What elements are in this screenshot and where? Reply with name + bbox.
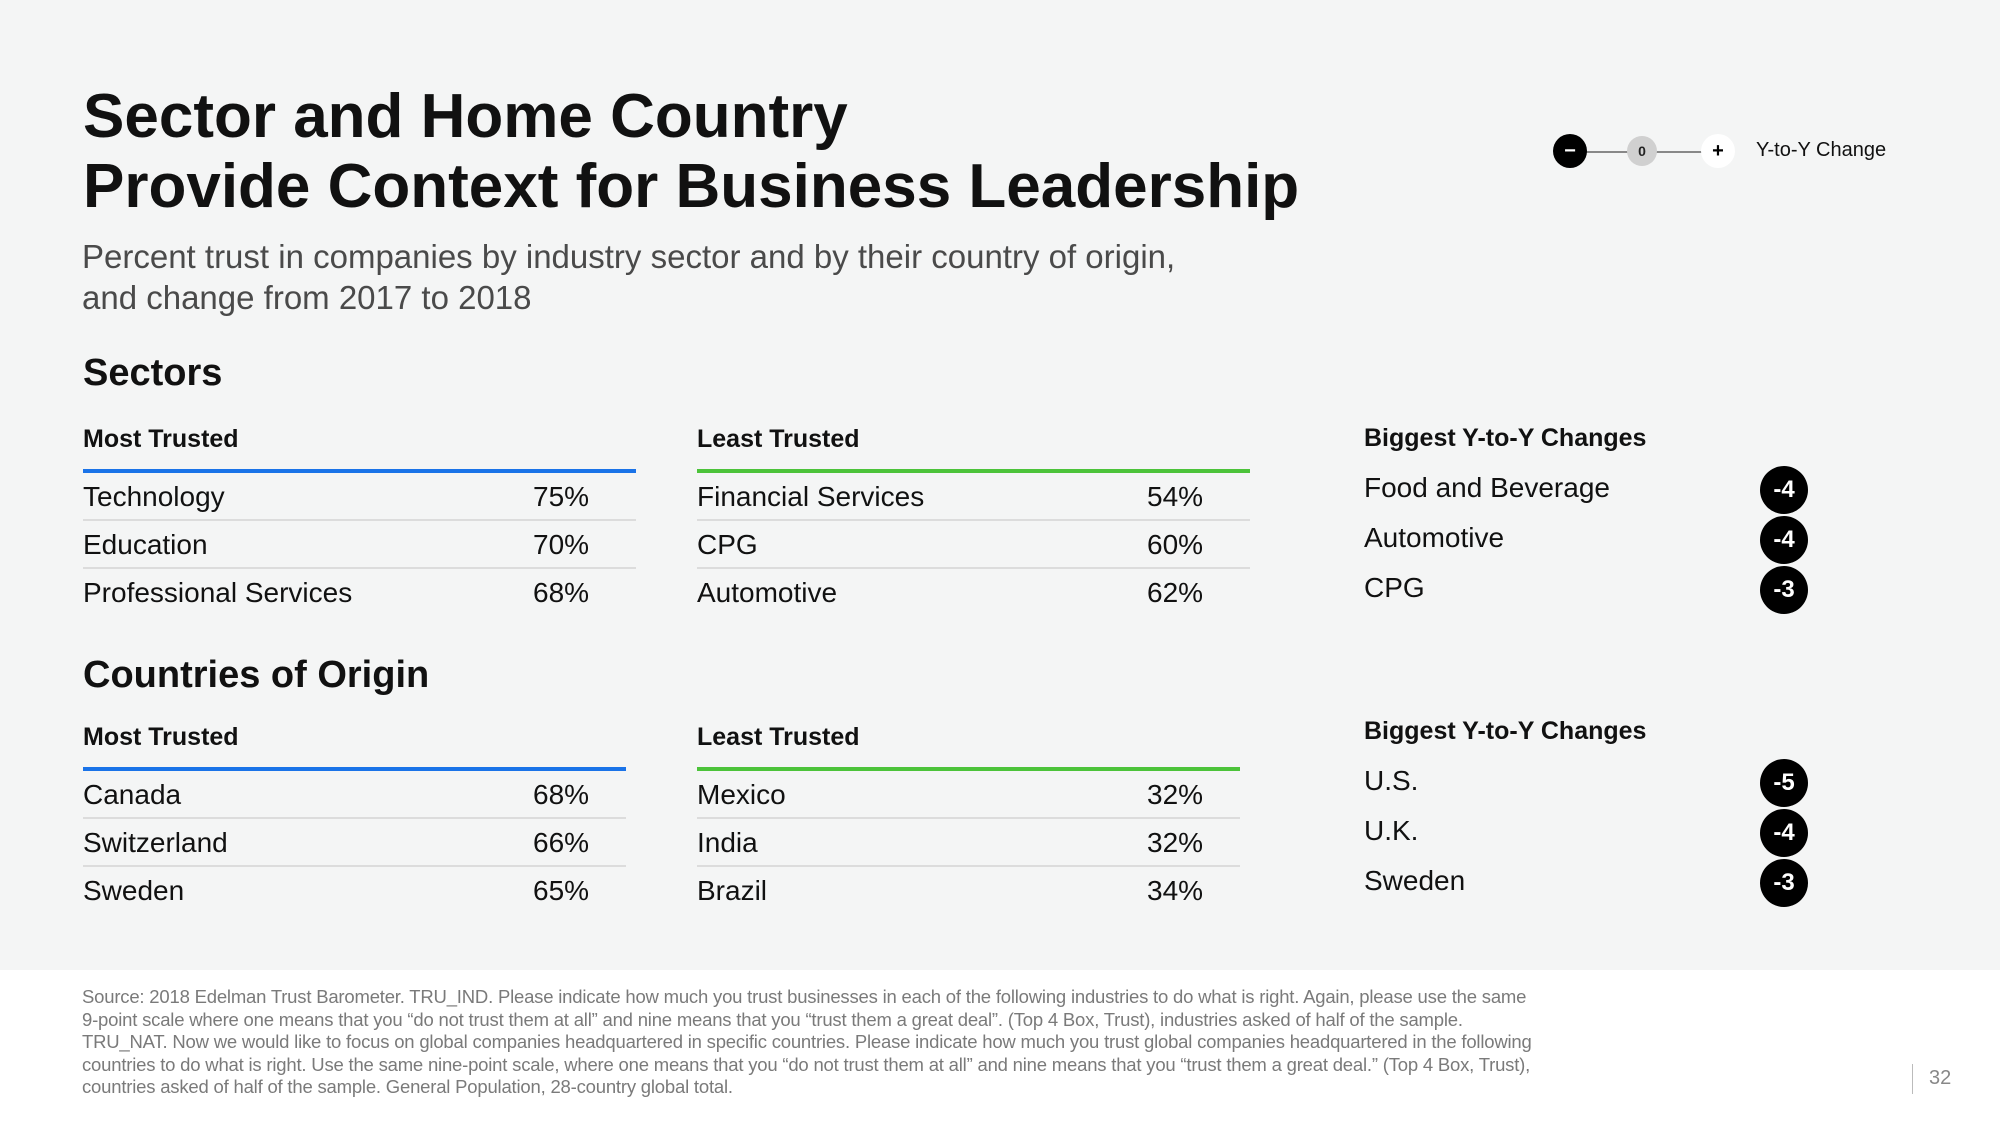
row-name: Education xyxy=(83,529,208,560)
row-value: 66% xyxy=(533,827,590,858)
countries-most-trusted-header: Most Trusted xyxy=(83,723,239,751)
change-badge: -4 xyxy=(1760,466,1808,514)
page-title: Sector and Home Country Provide Context … xyxy=(83,82,1299,222)
countries-least-trusted-header: Least Trusted xyxy=(697,723,860,751)
row-value: 68% xyxy=(533,779,590,810)
legend-label: Y-to-Y Change xyxy=(1756,139,1887,161)
page-number: 32 xyxy=(1929,1067,1952,1089)
change-badge: -5 xyxy=(1760,759,1808,807)
row-value: 60% xyxy=(1147,529,1204,560)
countries-most-trusted-table: Most Trusted Canada 68% Switzerland 66% … xyxy=(83,719,626,913)
change-badge: -4 xyxy=(1760,516,1808,564)
legend-line-right xyxy=(1653,151,1705,153)
change-badge: -3 xyxy=(1760,566,1808,614)
sectors-changes-header: Biggest Y-to-Y Changes xyxy=(1364,424,1647,452)
sectors-most-trusted-header: Most Trusted xyxy=(83,425,239,453)
row-value: 32% xyxy=(1147,827,1204,858)
list-item: CPG -3 xyxy=(1364,566,1824,616)
legend-line-left xyxy=(1583,151,1631,153)
sectors-least-trusted-table: Least Trusted Financial Services 54% CPG… xyxy=(697,421,1250,615)
row-name: Switzerland xyxy=(83,827,228,858)
list-item: Automotive -4 xyxy=(1364,516,1824,566)
table-row: Education 70% xyxy=(83,521,636,569)
most-trusted-accent-bar xyxy=(83,469,636,473)
row-value: 70% xyxy=(533,529,590,560)
table-row: Technology 75% xyxy=(83,473,636,521)
table-row: CPG 60% xyxy=(697,521,1250,569)
list-item: U.S. -5 xyxy=(1364,759,1824,809)
row-name: Professional Services xyxy=(83,577,353,608)
table-row: India 32% xyxy=(697,819,1240,867)
sectors-most-trusted-table: Most Trusted Technology 75% Education 70… xyxy=(83,421,636,615)
change-name: Automotive xyxy=(1364,522,1505,553)
row-name: Technology xyxy=(83,481,225,512)
change-badge: -4 xyxy=(1760,809,1808,857)
table-row: Sweden 65% xyxy=(83,867,626,913)
table-row: Brazil 34% xyxy=(697,867,1240,913)
least-trusted-accent-bar xyxy=(697,767,1240,771)
zero-indicator: 0 xyxy=(1627,136,1657,166)
sectors-least-trusted-header: Least Trusted xyxy=(697,425,860,453)
change-name: U.K. xyxy=(1364,815,1419,846)
list-item: U.K. -4 xyxy=(1364,809,1824,859)
list-item: Food and Beverage -4 xyxy=(1364,466,1824,516)
yoy-legend: − 0 + Y-to-Y Change xyxy=(1553,134,1903,170)
minus-icon: − xyxy=(1553,134,1587,168)
sectors-title: Sectors xyxy=(83,352,223,394)
page-subtitle: Percent trust in companies by industry s… xyxy=(82,236,1175,318)
table-row: Mexico 32% xyxy=(697,771,1240,819)
countries-least-trusted-table: Least Trusted Mexico 32% India 32% Brazi… xyxy=(697,719,1240,913)
list-item: Sweden -3 xyxy=(1364,859,1824,909)
row-name: India xyxy=(697,827,758,858)
footer-panel xyxy=(0,970,2000,1125)
change-badge: -3 xyxy=(1760,859,1808,907)
page-title-line-2: Provide Context for Business Leadership xyxy=(83,152,1300,221)
page-title-line-1: Sector and Home Country xyxy=(83,82,848,151)
row-name: Canada xyxy=(83,779,182,810)
plus-icon: + xyxy=(1701,134,1735,168)
row-value: 75% xyxy=(533,481,590,512)
source-note: Source: 2018 Edelman Trust Barometer. TR… xyxy=(82,986,1532,1097)
page-subtitle-line-2: and change from 2017 to 2018 xyxy=(82,279,532,316)
row-value: 65% xyxy=(533,875,590,906)
table-row: Canada 68% xyxy=(83,771,626,819)
row-value: 34% xyxy=(1147,875,1204,906)
change-name: Food and Beverage xyxy=(1364,472,1610,503)
page-subtitle-line-1: Percent trust in companies by industry s… xyxy=(82,238,1176,275)
least-trusted-accent-bar xyxy=(697,469,1250,473)
change-name: U.S. xyxy=(1364,765,1419,796)
row-value: 32% xyxy=(1147,779,1204,810)
row-name: Mexico xyxy=(697,779,786,810)
sectors-changes-list: Biggest Y-to-Y Changes Food and Beverage… xyxy=(1364,420,1824,616)
change-name: Sweden xyxy=(1364,865,1466,896)
row-name: Financial Services xyxy=(697,481,925,512)
table-row: Switzerland 66% xyxy=(83,819,626,867)
row-value: 62% xyxy=(1147,577,1204,608)
countries-changes-header: Biggest Y-to-Y Changes xyxy=(1364,717,1647,745)
row-value: 54% xyxy=(1147,481,1204,512)
page-number-divider xyxy=(1912,1064,1913,1094)
countries-changes-list: Biggest Y-to-Y Changes U.S. -5 U.K. -4 S… xyxy=(1364,713,1824,909)
table-row: Automotive 62% xyxy=(697,569,1250,615)
table-row: Professional Services 68% xyxy=(83,569,636,615)
change-name: CPG xyxy=(1364,572,1425,603)
row-name: CPG xyxy=(697,529,758,560)
table-row: Financial Services 54% xyxy=(697,473,1250,521)
countries-title: Countries of Origin xyxy=(83,654,430,696)
row-name: Brazil xyxy=(697,875,768,906)
row-value: 68% xyxy=(533,577,590,608)
most-trusted-accent-bar xyxy=(83,767,626,771)
row-name: Automotive xyxy=(697,577,838,608)
row-name: Sweden xyxy=(83,875,185,906)
